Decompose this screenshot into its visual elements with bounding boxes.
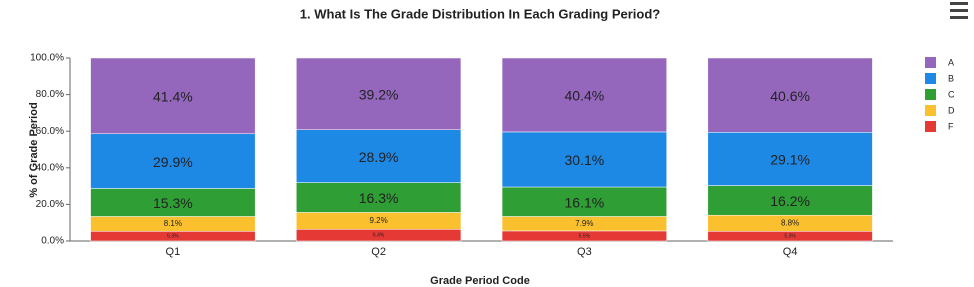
- bar-segment: [501, 131, 667, 188]
- menu-icon[interactable]: [950, 2, 968, 19]
- bar-segment: [90, 133, 256, 189]
- y-tick-label: 60.0%: [36, 126, 64, 137]
- data-label: 5.3%: [784, 233, 796, 239]
- x-axis-title: Grade Period Code: [430, 275, 530, 287]
- bar-segment: [90, 188, 256, 217]
- data-label: 5.5%: [579, 233, 591, 239]
- y-axis-title: % of Grade Period: [28, 102, 40, 197]
- data-label: 30.1%: [565, 152, 605, 168]
- data-label: 9.2%: [370, 216, 388, 225]
- bar-segment: [707, 132, 873, 186]
- bar-segment: [501, 186, 667, 217]
- data-label: 41.4%: [153, 89, 193, 105]
- data-label: 29.9%: [153, 154, 193, 170]
- data-label: 6.4%: [373, 232, 385, 238]
- data-label: 16.2%: [770, 193, 810, 209]
- menu-bar[interactable]: [950, 16, 968, 19]
- legend-label: B: [948, 73, 954, 83]
- x-tick-label: Q2: [371, 246, 386, 258]
- bar-segment: [90, 57, 256, 135]
- bar-segment: [707, 185, 873, 216]
- menu-bar[interactable]: [950, 9, 968, 12]
- x-tick-label: Q1: [166, 246, 181, 258]
- data-label: 40.4%: [565, 88, 605, 104]
- bar-segment: [296, 182, 462, 213]
- legend-swatch: [925, 73, 936, 84]
- legend-swatch: [925, 57, 936, 68]
- legend-label: C: [948, 89, 955, 99]
- data-label: 15.3%: [153, 195, 193, 211]
- data-label: 40.6%: [770, 88, 810, 104]
- legend-label: A: [948, 57, 954, 67]
- bar-segment: [501, 57, 667, 133]
- data-label: 16.1%: [565, 194, 605, 210]
- data-label: 16.3%: [359, 190, 399, 206]
- legend-swatch: [925, 121, 936, 132]
- data-label: 29.1%: [770, 152, 810, 168]
- bar-segment: [707, 57, 873, 133]
- data-label: 8.1%: [164, 219, 182, 228]
- y-tick-label: 100.0%: [30, 53, 64, 64]
- y-tick-label: 80.0%: [36, 89, 64, 100]
- data-label: 7.9%: [575, 219, 593, 228]
- data-label: 39.2%: [359, 87, 399, 103]
- y-tick-label: 0.0%: [41, 236, 64, 247]
- x-tick-label: Q3: [577, 246, 592, 258]
- y-tick-label: 40.0%: [36, 162, 64, 173]
- chart-title: 1. What Is The Grade Distribution In Eac…: [300, 6, 660, 21]
- data-label: 5.3%: [167, 233, 179, 239]
- data-label: 28.9%: [359, 149, 399, 165]
- y-tick-label: 20.0%: [36, 199, 64, 210]
- bar-segment: [296, 57, 462, 130]
- legend-swatch: [925, 105, 936, 116]
- data-label: 8.8%: [781, 218, 799, 227]
- legend-label: D: [948, 105, 955, 115]
- legend-swatch: [925, 89, 936, 100]
- menu-bar[interactable]: [950, 2, 968, 5]
- x-tick-label: Q4: [783, 246, 798, 258]
- bar-segment: [296, 129, 462, 183]
- legend-label: F: [948, 121, 954, 131]
